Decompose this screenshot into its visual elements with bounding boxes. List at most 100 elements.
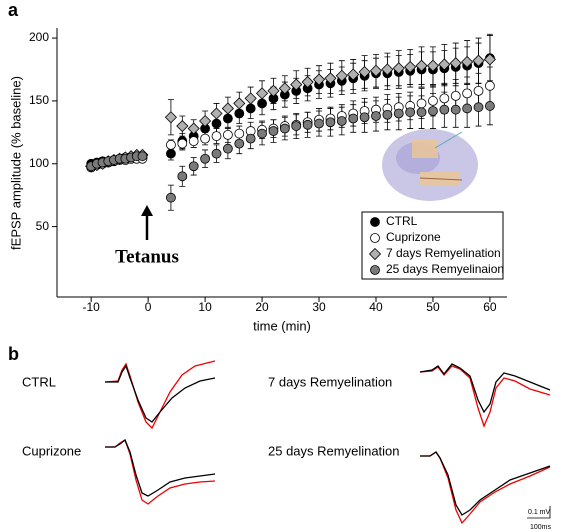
marker <box>461 55 474 69</box>
marker <box>415 59 428 72</box>
y-tick-label: 200 <box>29 30 49 44</box>
marker <box>233 97 246 110</box>
marker <box>291 121 302 131</box>
marker <box>370 233 380 243</box>
trace-label: 25 days Remyelination <box>268 443 400 458</box>
marker <box>314 118 324 129</box>
panel-label: b <box>8 344 19 364</box>
marker <box>439 93 450 104</box>
marker <box>439 104 450 115</box>
marker <box>278 82 291 95</box>
marker <box>358 65 371 79</box>
marker <box>187 122 200 135</box>
x-tick-label: 0 <box>145 300 152 314</box>
marker <box>426 59 440 72</box>
marker <box>222 143 233 154</box>
marker <box>177 171 188 182</box>
marker <box>428 106 438 116</box>
x-tick-label: 60 <box>483 300 497 314</box>
marker <box>450 104 461 115</box>
scale-label: 100ms <box>530 524 552 531</box>
legend-label: 25 days Remyelinaion <box>386 262 504 276</box>
marker <box>335 69 348 82</box>
marker <box>176 119 189 133</box>
x-tick-label: 50 <box>426 300 440 314</box>
marker <box>166 192 176 203</box>
marker <box>359 112 370 123</box>
trace-label: 7 days Remyelination <box>268 374 392 389</box>
marker <box>279 123 290 134</box>
marker <box>221 102 234 115</box>
marker <box>211 118 222 129</box>
marker <box>177 138 188 149</box>
marker <box>416 107 427 118</box>
trace-label: CTRL <box>22 374 56 389</box>
marker <box>381 63 394 76</box>
marker <box>368 247 382 261</box>
marker <box>370 217 380 227</box>
legend: CTRL Cuprizone 7 days Remyelination 25 days… <box>361 211 504 280</box>
traces <box>104 360 551 525</box>
marker <box>473 85 484 96</box>
legend-label: 7 days Remyelination <box>386 246 501 260</box>
annotation: Tetanus <box>115 246 179 267</box>
marker <box>336 116 347 126</box>
marker <box>450 90 461 101</box>
marker <box>449 57 462 70</box>
marker <box>371 111 381 121</box>
marker <box>370 265 380 275</box>
marker <box>255 87 269 100</box>
marker <box>234 108 245 119</box>
marker <box>137 151 148 162</box>
marker <box>473 102 484 113</box>
marker <box>257 128 267 139</box>
marker <box>211 148 222 159</box>
marker <box>211 131 222 142</box>
marker <box>485 80 495 91</box>
marker <box>483 53 496 66</box>
inset-slice <box>382 129 478 201</box>
marker <box>462 88 473 99</box>
marker <box>267 84 280 97</box>
marker <box>485 101 495 111</box>
marker <box>301 75 314 89</box>
marker <box>393 108 404 119</box>
panel-label: a <box>8 0 19 20</box>
y-tick-label: 100 <box>29 156 49 170</box>
marker <box>428 96 438 106</box>
x-tick-label: 10 <box>198 300 212 314</box>
marker <box>416 98 427 109</box>
y-tick-label: 50 <box>36 219 50 233</box>
x-tick-label: -10 <box>83 300 101 314</box>
scale-label: 0.1 mV <box>528 509 551 516</box>
marker <box>438 58 451 71</box>
marker <box>347 68 360 81</box>
marker <box>222 129 233 140</box>
x-tick-label: 40 <box>369 300 383 314</box>
marker <box>302 119 313 130</box>
marker <box>164 111 177 124</box>
arrow <box>141 205 153 240</box>
marker <box>404 60 417 74</box>
marker <box>188 136 199 147</box>
marker <box>244 92 257 105</box>
legend-label: CTRL <box>386 214 418 228</box>
marker <box>199 114 212 128</box>
legend-label: Cuprizone <box>386 230 441 244</box>
marker <box>166 148 176 159</box>
x-tick-label: 30 <box>312 300 326 314</box>
marker <box>405 107 416 118</box>
marker <box>234 128 245 139</box>
marker <box>210 107 223 120</box>
marker <box>222 113 233 124</box>
marker <box>188 161 199 172</box>
marker <box>325 117 336 128</box>
marker <box>369 64 383 77</box>
marker <box>257 98 267 109</box>
marker <box>382 109 393 120</box>
marker <box>166 140 176 150</box>
marker <box>392 62 405 75</box>
marker <box>462 103 473 114</box>
marker <box>268 126 279 136</box>
marker <box>290 78 303 91</box>
